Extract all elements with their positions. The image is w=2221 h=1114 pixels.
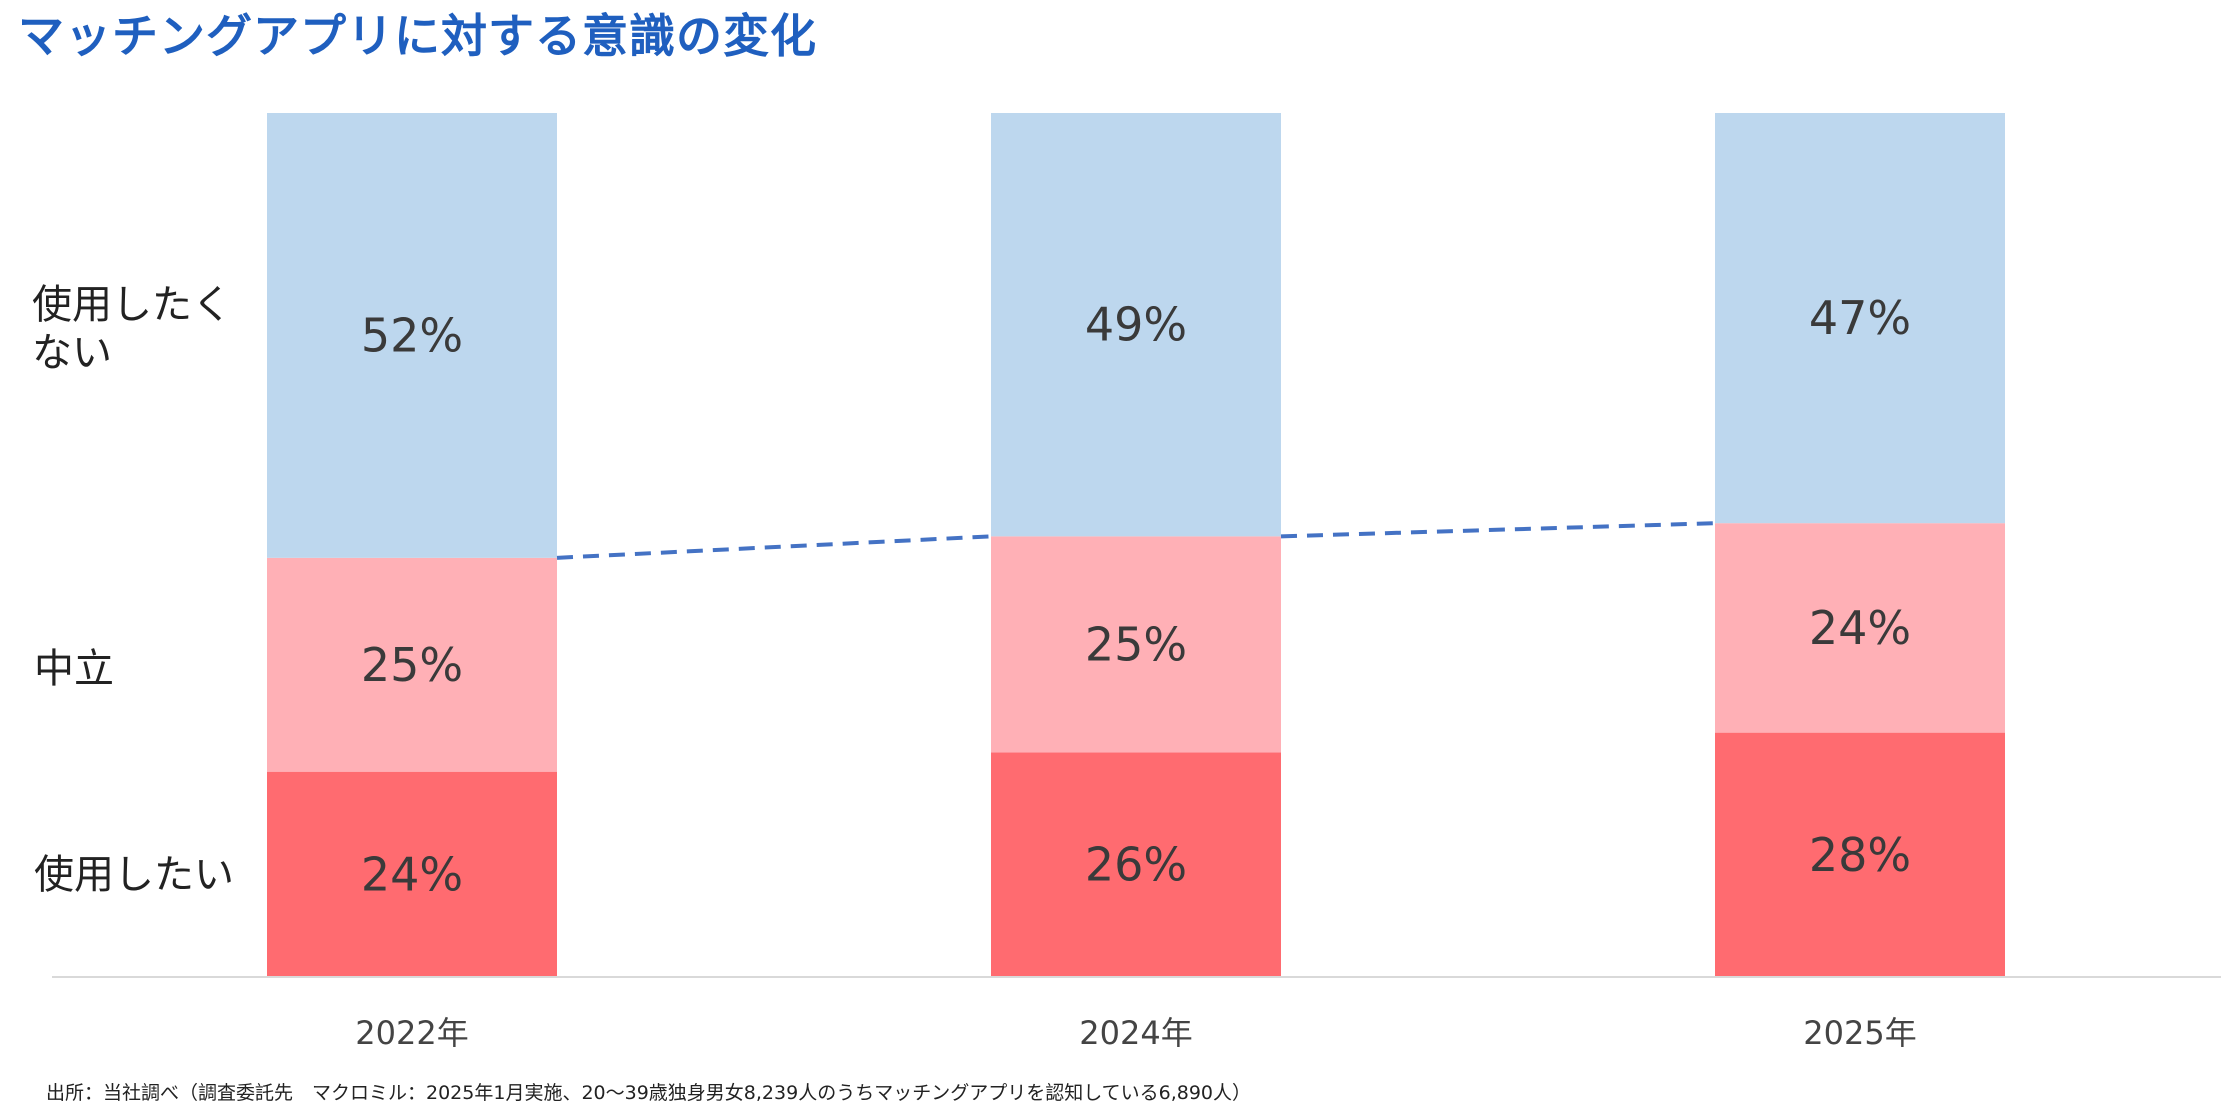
x-tick-label: 2024年 bbox=[1079, 1014, 1192, 1052]
row-labels: 使用したく ない 中立 使用したい bbox=[32, 282, 234, 898]
bars-layer bbox=[267, 113, 2005, 977]
data-label: 52% bbox=[361, 308, 463, 362]
bar-segment-2024年-中立 bbox=[991, 536, 1281, 753]
bar-segment-2024年-使用したい bbox=[991, 752, 1281, 977]
row-label-not-want-line2: ない bbox=[32, 330, 112, 376]
trend-dashed-line bbox=[556, 534, 992, 560]
data-label: 26% bbox=[1085, 838, 1187, 892]
bar-segment-2022年-中立 bbox=[267, 557, 557, 772]
data-label: 28% bbox=[1809, 828, 1911, 882]
x-tick-label: 2022年 bbox=[355, 1014, 468, 1052]
row-label-neutral: 中立 bbox=[34, 646, 114, 692]
ticks-layer: 2022年 2024年 2025年 bbox=[355, 1014, 1916, 1052]
row-label-want: 使用したい bbox=[34, 852, 234, 898]
bar-segment-2025年-中立 bbox=[1715, 523, 2005, 733]
data-label: 24% bbox=[1809, 601, 1911, 655]
trend-layer bbox=[556, 521, 1716, 560]
bar-segment-2025年-使用したい bbox=[1715, 732, 2005, 977]
source-note: 出所：当社調べ（調査委託先 マクロミル：2025年1月実施、20～39歳独身男女… bbox=[46, 1082, 1252, 1104]
bar-segment-2022年-使用したくない bbox=[267, 113, 557, 558]
bar-segment-2024年-使用したくない bbox=[991, 113, 1281, 537]
bar-segment-2025年-使用したくない bbox=[1715, 113, 2005, 524]
labels-layer: 24% 25% 52% 26% 25% 49% 28% 24% 47% bbox=[361, 291, 1911, 901]
data-label: 49% bbox=[1085, 298, 1187, 352]
data-label: 25% bbox=[1085, 617, 1187, 671]
row-label-not-want-line1: 使用したく bbox=[32, 282, 232, 328]
data-label: 47% bbox=[1809, 291, 1911, 345]
bar-segment-2022年-使用したい bbox=[267, 771, 557, 977]
trend-dashed-line bbox=[1280, 521, 1716, 539]
data-label: 24% bbox=[361, 847, 463, 901]
x-tick-label: 2025年 bbox=[1803, 1014, 1916, 1052]
chart-title: マッチングアプリに対する意識の変化 bbox=[18, 9, 817, 63]
data-label: 25% bbox=[361, 638, 463, 692]
